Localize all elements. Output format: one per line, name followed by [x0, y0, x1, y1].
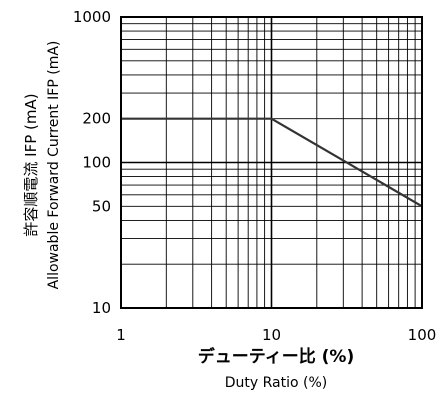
x-axis-label-japanese: デューティー比 (%)	[198, 346, 354, 367]
y-tick-label: 200	[82, 110, 111, 128]
x-tick-label: 100	[408, 326, 437, 344]
y-axis-label-english: Allowable Forward Current IFP (mA)	[46, 41, 62, 290]
x-tick-label: 1	[116, 326, 126, 344]
y-tick-label: 1000	[73, 8, 111, 26]
x-axis-label-english: Duty Ratio (%)	[225, 375, 328, 391]
y-tick-label: 50	[92, 197, 111, 215]
series-line	[121, 117, 423, 208]
x-tick-label: 10	[262, 326, 281, 344]
plot-area-frame	[120, 16, 423, 309]
y-axis-label-japanese: 許容順電流 IFP (mA)	[22, 93, 40, 236]
y-tick-label: 100	[82, 154, 111, 172]
grid-lines	[121, 17, 422, 308]
series-layer	[121, 117, 423, 208]
y-tick-label: 10	[92, 299, 111, 317]
tick-labels: 1 10 100 1000 200 100 50 10	[73, 8, 437, 344]
